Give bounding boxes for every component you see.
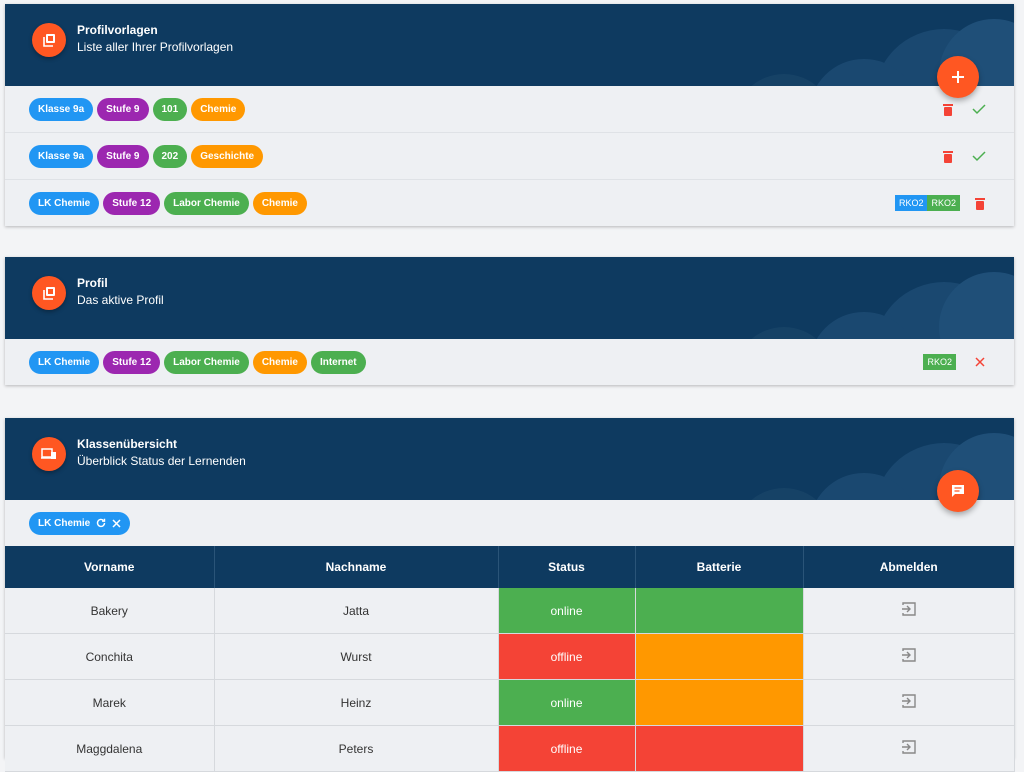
col-batterie[interactable]: Batterie [635, 546, 804, 588]
col-vorname[interactable]: Vorname [5, 546, 215, 588]
chip: Klasse 9a [29, 97, 94, 121]
battery-cell [635, 588, 804, 634]
logout-cell [803, 679, 1015, 726]
filter-row: LK Chemie [5, 500, 1014, 546]
cloud-decoration [751, 272, 1014, 339]
col-abmelden[interactable]: Abmelden [803, 546, 1014, 588]
last-name: Jatta [214, 588, 499, 634]
room-tag: RKO2 [923, 354, 956, 370]
status-cell: online [498, 679, 636, 726]
chip: Klasse 9a [29, 144, 94, 168]
template-row[interactable]: LK Chemie Stufe 12 Labor Chemie Chemie R… [5, 180, 1014, 226]
overview-card: Klassenübersicht Überblick Status der Le… [5, 418, 1015, 772]
overview-subtitle: Überblick Status der Lernenden [77, 454, 246, 468]
first-name: Bakery [5, 588, 215, 634]
templates-header: Profilvorlagen Liste aller Ihrer Profilv… [5, 4, 1014, 86]
templates-list: Klasse 9a Stufe 9 101 Chemie Klasse 9a S… [5, 86, 1014, 226]
message-button[interactable] [937, 470, 979, 512]
table-row: Conchita Wurst offline [5, 633, 1015, 680]
overview-header: Klassenübersicht Überblick Status der Le… [5, 418, 1014, 500]
chat-icon [952, 485, 964, 497]
templates-icon [32, 23, 66, 57]
students-table: Vorname Nachname Status Batterie Abmelde… [5, 546, 1015, 772]
devices-icon [32, 437, 66, 471]
chip: Stufe 12 [103, 191, 161, 215]
chip: Stufe 9 [97, 144, 149, 168]
delete-icon[interactable] [942, 150, 954, 163]
first-name: Conchita [5, 633, 215, 680]
chip: Chemie [191, 97, 246, 121]
filter-chip-label: LK Chemie [38, 517, 91, 529]
template-row[interactable]: Klasse 9a Stufe 9 202 Geschichte [5, 133, 1014, 180]
profile-subtitle: Das aktive Profil [77, 293, 164, 307]
profile-icon [32, 276, 66, 310]
plus-icon [952, 71, 964, 83]
chip: Labor Chemie [164, 191, 249, 215]
chip: Stufe 12 [103, 350, 161, 374]
logout-icon[interactable] [901, 693, 917, 709]
col-nachname[interactable]: Nachname [214, 546, 499, 588]
logout-icon[interactable] [901, 647, 917, 663]
logout-cell [803, 588, 1015, 634]
profile-title: Profil [77, 276, 108, 290]
logout-icon[interactable] [901, 739, 917, 755]
battery-cell [635, 679, 804, 726]
add-template-button[interactable] [937, 56, 979, 98]
status-cell: offline [498, 633, 636, 680]
active-profile-row: LK Chemie Stufe 12 Labor Chemie Chemie I… [5, 339, 1014, 385]
chip: LK Chemie [29, 191, 100, 215]
close-icon[interactable] [112, 518, 121, 528]
templates-title: Profilvorlagen [77, 23, 158, 37]
logout-cell [803, 633, 1015, 680]
last-name: Heinz [214, 679, 499, 726]
col-status[interactable]: Status [498, 546, 636, 588]
check-icon[interactable] [972, 103, 986, 115]
templates-card: Profilvorlagen Liste aller Ihrer Profilv… [5, 4, 1014, 226]
table-row: Bakery Jatta online [5, 588, 1015, 634]
room-tag: RKO2 [927, 195, 960, 211]
profile-header: Profil Das aktive Profil [5, 257, 1014, 339]
logout-icon[interactable] [901, 601, 917, 617]
refresh-icon[interactable] [96, 518, 106, 528]
battery-cell [635, 633, 804, 680]
last-name: Peters [214, 725, 499, 772]
chip: 202 [152, 144, 188, 168]
chip: Labor Chemie [164, 350, 249, 374]
table-header: Vorname Nachname Status Batterie Abmelde… [5, 546, 1014, 588]
room-tags: RKO2 RKO2 [894, 195, 960, 211]
first-name: Maggdalena [5, 725, 215, 772]
profile-card: Profil Das aktive Profil LK Chemie Stufe… [5, 257, 1014, 385]
chip: 101 [152, 97, 188, 121]
templates-subtitle: Liste aller Ihrer Profilvorlagen [77, 40, 234, 54]
chip: Internet [310, 350, 366, 374]
table-row: Marek Heinz online [5, 679, 1015, 726]
delete-icon[interactable] [942, 103, 954, 116]
chip: Stufe 9 [97, 97, 149, 121]
close-icon[interactable] [974, 356, 986, 368]
template-row[interactable]: Klasse 9a Stufe 9 101 Chemie [5, 86, 1014, 133]
logout-cell [803, 725, 1015, 772]
filter-chip[interactable]: LK Chemie [29, 511, 131, 535]
chip: Geschichte [191, 144, 264, 168]
battery-cell [635, 725, 804, 772]
chip: Chemie [252, 350, 307, 374]
status-cell: offline [498, 725, 636, 772]
first-name: Marek [5, 679, 215, 726]
check-icon[interactable] [972, 150, 986, 162]
chip: LK Chemie [29, 350, 100, 374]
last-name: Wurst [214, 633, 499, 680]
status-cell: online [498, 588, 636, 634]
overview-title: Klassenübersicht [77, 437, 178, 451]
room-tag: RKO2 [894, 195, 928, 211]
chip: Chemie [252, 191, 307, 215]
delete-icon[interactable] [974, 197, 986, 210]
table-row: Maggdalena Peters offline [5, 725, 1015, 772]
